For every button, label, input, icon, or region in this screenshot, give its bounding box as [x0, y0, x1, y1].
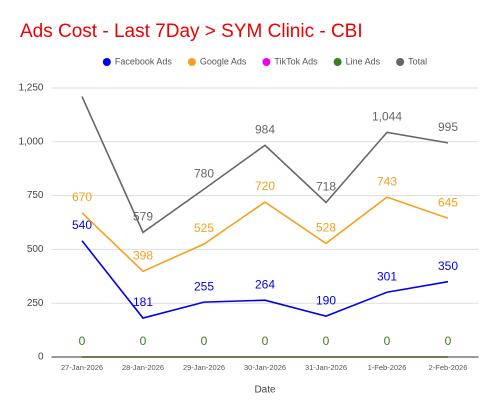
legend: Facebook Ads Google Ads TikTok Ads Line Ads… [102, 56, 427, 66]
y-tick-label: 1,000 [18, 136, 43, 147]
chart-title: Ads Cost - Last 7Day > SYM Clinic - CBI [20, 21, 363, 42]
data-label: 0 [262, 334, 269, 348]
data-label: 301 [377, 269, 397, 283]
data-label: 181 [133, 295, 153, 309]
y-tick-label: 250 [27, 298, 44, 309]
data-label: 718 [316, 180, 336, 194]
legend-label: Total [408, 56, 427, 66]
data-label: 190 [316, 293, 336, 307]
data-label: 743 [377, 174, 397, 188]
y-tick-label: 1,250 [18, 83, 43, 94]
data-label: 255 [194, 279, 214, 293]
x-tick-label: 29-Jan-2026 [183, 363, 225, 372]
data-label: 780 [194, 166, 214, 180]
data-label: 0 [140, 334, 147, 348]
x-tick-label: 1-Feb-2026 [368, 363, 407, 372]
x-axis-label: Date [254, 385, 276, 396]
data-label: 0 [323, 334, 330, 348]
legend-swatch [262, 58, 271, 66]
data-label: 0 [201, 334, 208, 348]
series-line [81, 196, 449, 273]
data-label: 528 [316, 221, 336, 235]
y-tick-label: 0 [38, 352, 44, 363]
y-tick-label: 500 [27, 244, 44, 255]
legend-label: TikTok Ads [274, 56, 318, 66]
x-tick-label: 31-Jan-2026 [305, 363, 347, 372]
data-label: 0 [445, 334, 452, 348]
y-tick-label: 750 [27, 190, 44, 201]
legend-label: Facebook Ads [115, 56, 173, 66]
legend-swatch [396, 58, 405, 66]
legend-label: Line Ads [346, 56, 381, 66]
data-label: 0 [79, 334, 86, 348]
data-label: 645 [438, 195, 458, 209]
data-label: 540 [72, 218, 92, 232]
data-label: 670 [72, 190, 92, 204]
legend-label: Google Ads [200, 56, 247, 66]
legend-swatch [333, 58, 342, 66]
legend-swatch [187, 58, 196, 66]
data-label: 398 [133, 249, 153, 263]
legend-swatch [102, 58, 111, 66]
data-label: 995 [438, 120, 458, 134]
data-label: 720 [255, 179, 275, 193]
series-line [81, 240, 449, 319]
data-label: 0 [384, 334, 391, 348]
x-tick-label: 30-Jan-2026 [244, 363, 286, 372]
series-line [81, 96, 449, 234]
data-label: 525 [194, 221, 214, 235]
x-tick-label: 28-Jan-2026 [122, 363, 164, 372]
data-label: 984 [255, 122, 275, 136]
x-tick-label: 2-Feb-2026 [429, 363, 468, 372]
x-tick-label: 27-Jan-2026 [61, 363, 103, 372]
data-label: 264 [255, 277, 275, 291]
data-label: 579 [133, 210, 153, 224]
data-label: 1,044 [372, 110, 402, 124]
data-label: 350 [438, 259, 458, 273]
